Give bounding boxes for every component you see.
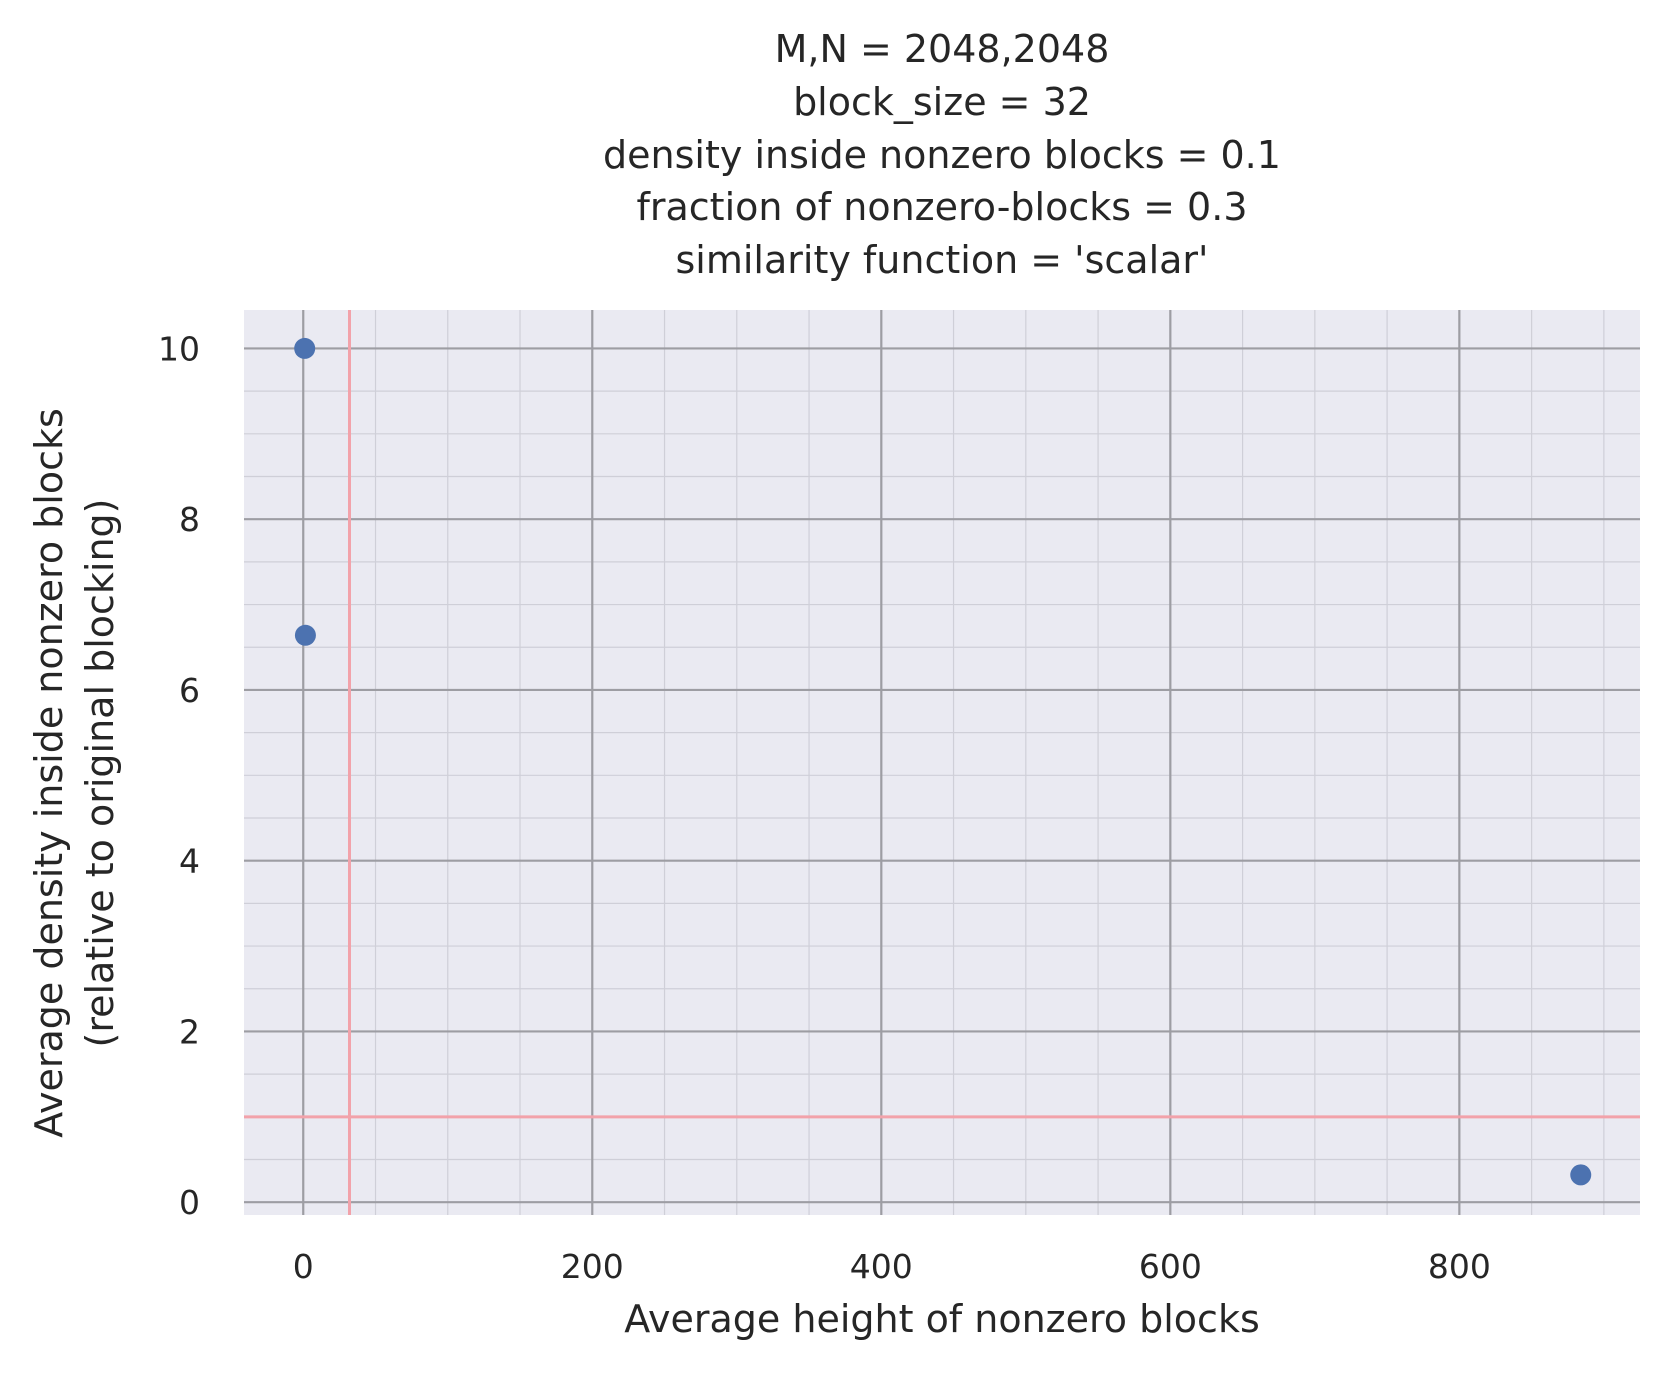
x-tick-label: 400: [850, 1247, 913, 1286]
x-tick-label: 600: [1139, 1247, 1202, 1286]
y-tick-label: 8: [179, 500, 200, 539]
y-axis-label-line-2: (relative to original blocking): [78, 499, 122, 1048]
x-tick-labels: 0 200 400 600 800: [293, 1247, 1491, 1286]
y-tick-label: 0: [179, 1183, 200, 1222]
title-line-3: density inside nonzero blocks = 0.1: [603, 133, 1281, 177]
y-tick-label: 2: [179, 1012, 200, 1051]
plot-area: [244, 310, 1640, 1215]
x-tick-label: 200: [561, 1247, 624, 1286]
y-axis-label: Average density inside nonzero blocks (r…: [27, 408, 122, 1138]
reference-lines: [244, 310, 1640, 1215]
data-point-3: [1570, 1164, 1592, 1186]
title-line-5: similarity function = 'scalar': [676, 238, 1209, 282]
y-tick-label: 6: [179, 671, 200, 710]
data-point-2: [294, 624, 316, 646]
y-tick-label: 10: [158, 329, 200, 368]
y-tick-labels: 0 2 4 6 8 10: [158, 329, 200, 1222]
minor-grid: [244, 310, 1640, 1215]
x-tick-label: 800: [1428, 1247, 1491, 1286]
title-line-4: fraction of nonzero-blocks = 0.3: [636, 185, 1247, 229]
x-tick-label: 0: [293, 1247, 314, 1286]
y-axis-label-line-1: Average density inside nonzero blocks: [27, 408, 71, 1138]
major-grid: [244, 310, 1640, 1215]
y-tick-label: 4: [179, 842, 200, 881]
title-line-2: block_size = 32: [793, 80, 1091, 124]
data-points: [294, 337, 1592, 1186]
chart-title: M,N = 2048,2048 block_size = 32 density …: [603, 27, 1281, 282]
data-point-1: [294, 337, 316, 359]
x-axis-label: Average height of nonzero blocks: [624, 1297, 1260, 1341]
title-line-1: M,N = 2048,2048: [775, 27, 1110, 71]
